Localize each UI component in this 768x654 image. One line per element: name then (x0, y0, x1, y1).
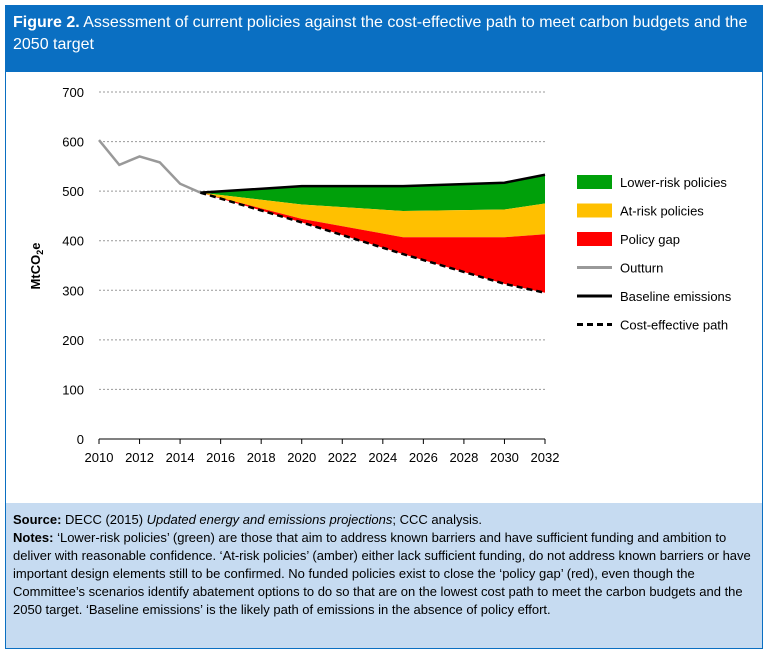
source-title: Updated energy and emissions projections (146, 512, 393, 527)
source-text-2: ; CCC analysis. (392, 512, 482, 527)
y-tick-label: 300 (62, 283, 84, 298)
cost-effective-line (200, 191, 546, 294)
notes-line: Notes: ‘Lower-risk policies’ (green) are… (13, 529, 755, 619)
y-tick-label: 500 (62, 184, 84, 199)
at-risk-policies-area (200, 192, 545, 238)
lower-risk-policies-area (200, 174, 545, 211)
x-tick-label: 2026 (409, 450, 438, 465)
x-tick-label: 2014 (166, 450, 195, 465)
figure-label: Figure 2. (13, 14, 80, 31)
x-tick-label: 2020 (287, 450, 316, 465)
figure-title-text: Assessment of current policies against t… (13, 14, 748, 53)
legend-label: Baseline emissions (620, 289, 732, 304)
source-text: DECC (2015) (65, 512, 147, 527)
x-tick-label: 2018 (247, 450, 276, 465)
legend-label: Policy gap (620, 232, 680, 247)
notes-text: ‘Lower-risk policies’ (green) are those … (13, 530, 751, 617)
source-label: Source: (13, 512, 62, 527)
y-tick-label: 600 (62, 135, 84, 150)
outturn-line (98, 139, 201, 194)
y-tick-label: 0 (77, 432, 84, 447)
y-tick-label: 400 (62, 234, 84, 249)
policy-gap-area (200, 192, 545, 293)
baseline-line (200, 173, 546, 194)
x-tick-label: 2022 (328, 450, 357, 465)
notes-label: Notes: (13, 530, 54, 545)
legend-swatch (577, 232, 612, 246)
y-tick-label: 700 (62, 85, 84, 100)
legend-label: At-risk policies (620, 204, 704, 219)
x-tick-label: 2016 (206, 450, 235, 465)
x-tick-label: 2010 (85, 450, 114, 465)
y-tick-label: 200 (62, 333, 84, 348)
x-tick-label: 2024 (368, 450, 397, 465)
notes-box: Source: DECC (2015) Updated energy and e… (6, 503, 762, 648)
legend-label: Outturn (620, 261, 663, 276)
figure-title: Figure 2. Assessment of current policies… (6, 6, 762, 72)
legend-swatch (577, 203, 612, 218)
x-tick-label: 2030 (490, 450, 519, 465)
y-tick-label: 100 (62, 382, 84, 397)
legend-label: Lower-risk policies (620, 175, 727, 190)
legend-label: Cost-effective path (620, 318, 728, 333)
source-line: Source: DECC (2015) Updated energy and e… (13, 511, 755, 529)
x-tick-label: 2012 (125, 450, 154, 465)
y-axis-label: MtCO2e (28, 243, 45, 290)
figure-frame: Figure 2. Assessment of current policies… (5, 5, 763, 649)
legend-swatch (577, 175, 612, 189)
x-tick-label: 2028 (449, 450, 478, 465)
x-tick-label: 2032 (531, 450, 560, 465)
